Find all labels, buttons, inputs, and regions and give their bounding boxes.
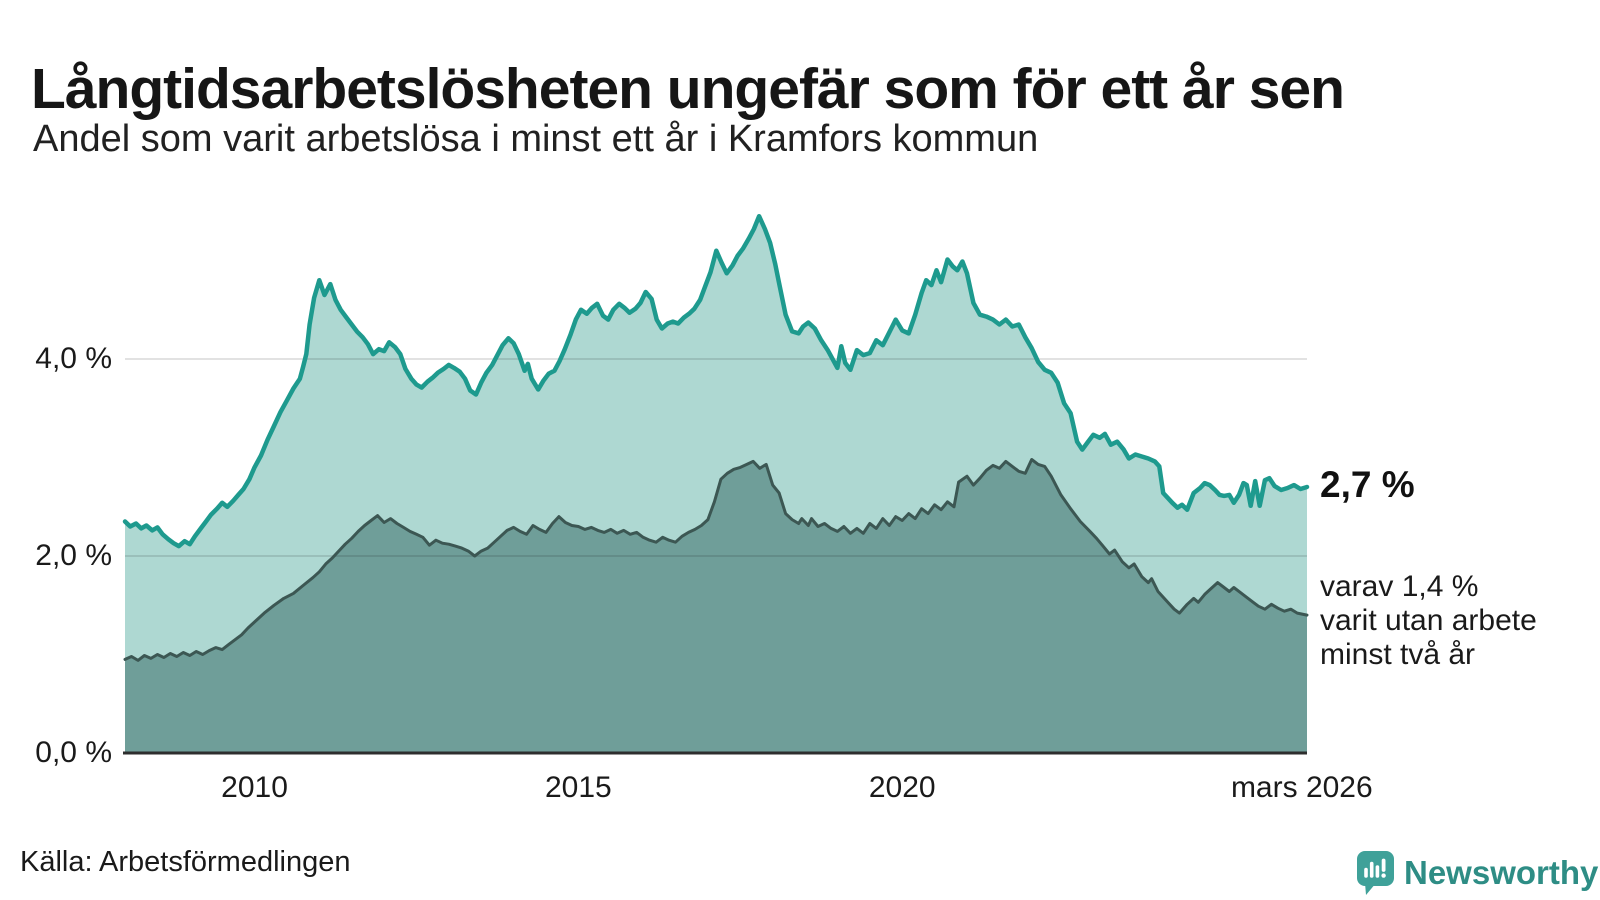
two-year-note-line: varav 1,4 % — [1320, 570, 1479, 603]
latest-value-label: 2,7 % — [1320, 464, 1415, 505]
y-axis-label: 2,0 % — [35, 539, 112, 572]
series-two-year-area — [125, 459, 1307, 753]
x-axis-label: 2015 — [544, 771, 612, 804]
x-axis-label: 2020 — [868, 771, 936, 804]
two-year-note-line: varit utan arbete — [1320, 604, 1537, 637]
y-axis-label: 0,0 % — [35, 736, 112, 769]
newsworthy-logo-icon — [1357, 851, 1394, 895]
x-axis-label: 2010 — [221, 771, 288, 804]
two-year-note: varav 1,4 % varit utan arbete minst två … — [1320, 570, 1537, 672]
series-two-year-line — [123, 458, 1309, 662]
y-axis-label: 4,0 % — [35, 342, 112, 375]
two-year-note-line: minst två år — [1320, 638, 1476, 671]
x-axis-label: mars 2026 — [1230, 771, 1373, 804]
page-title: Långtidsarbetslösheten ungefär som för e… — [31, 57, 1345, 122]
page-subtitle: Andel som varit arbetslösa i minst ett å… — [33, 118, 1039, 160]
source-text: Källa: Arbetsförmedlingen — [20, 846, 351, 878]
series-total-line — [122, 213, 1310, 549]
newsworthy-brand-text: Newsworthy — [1404, 854, 1599, 891]
